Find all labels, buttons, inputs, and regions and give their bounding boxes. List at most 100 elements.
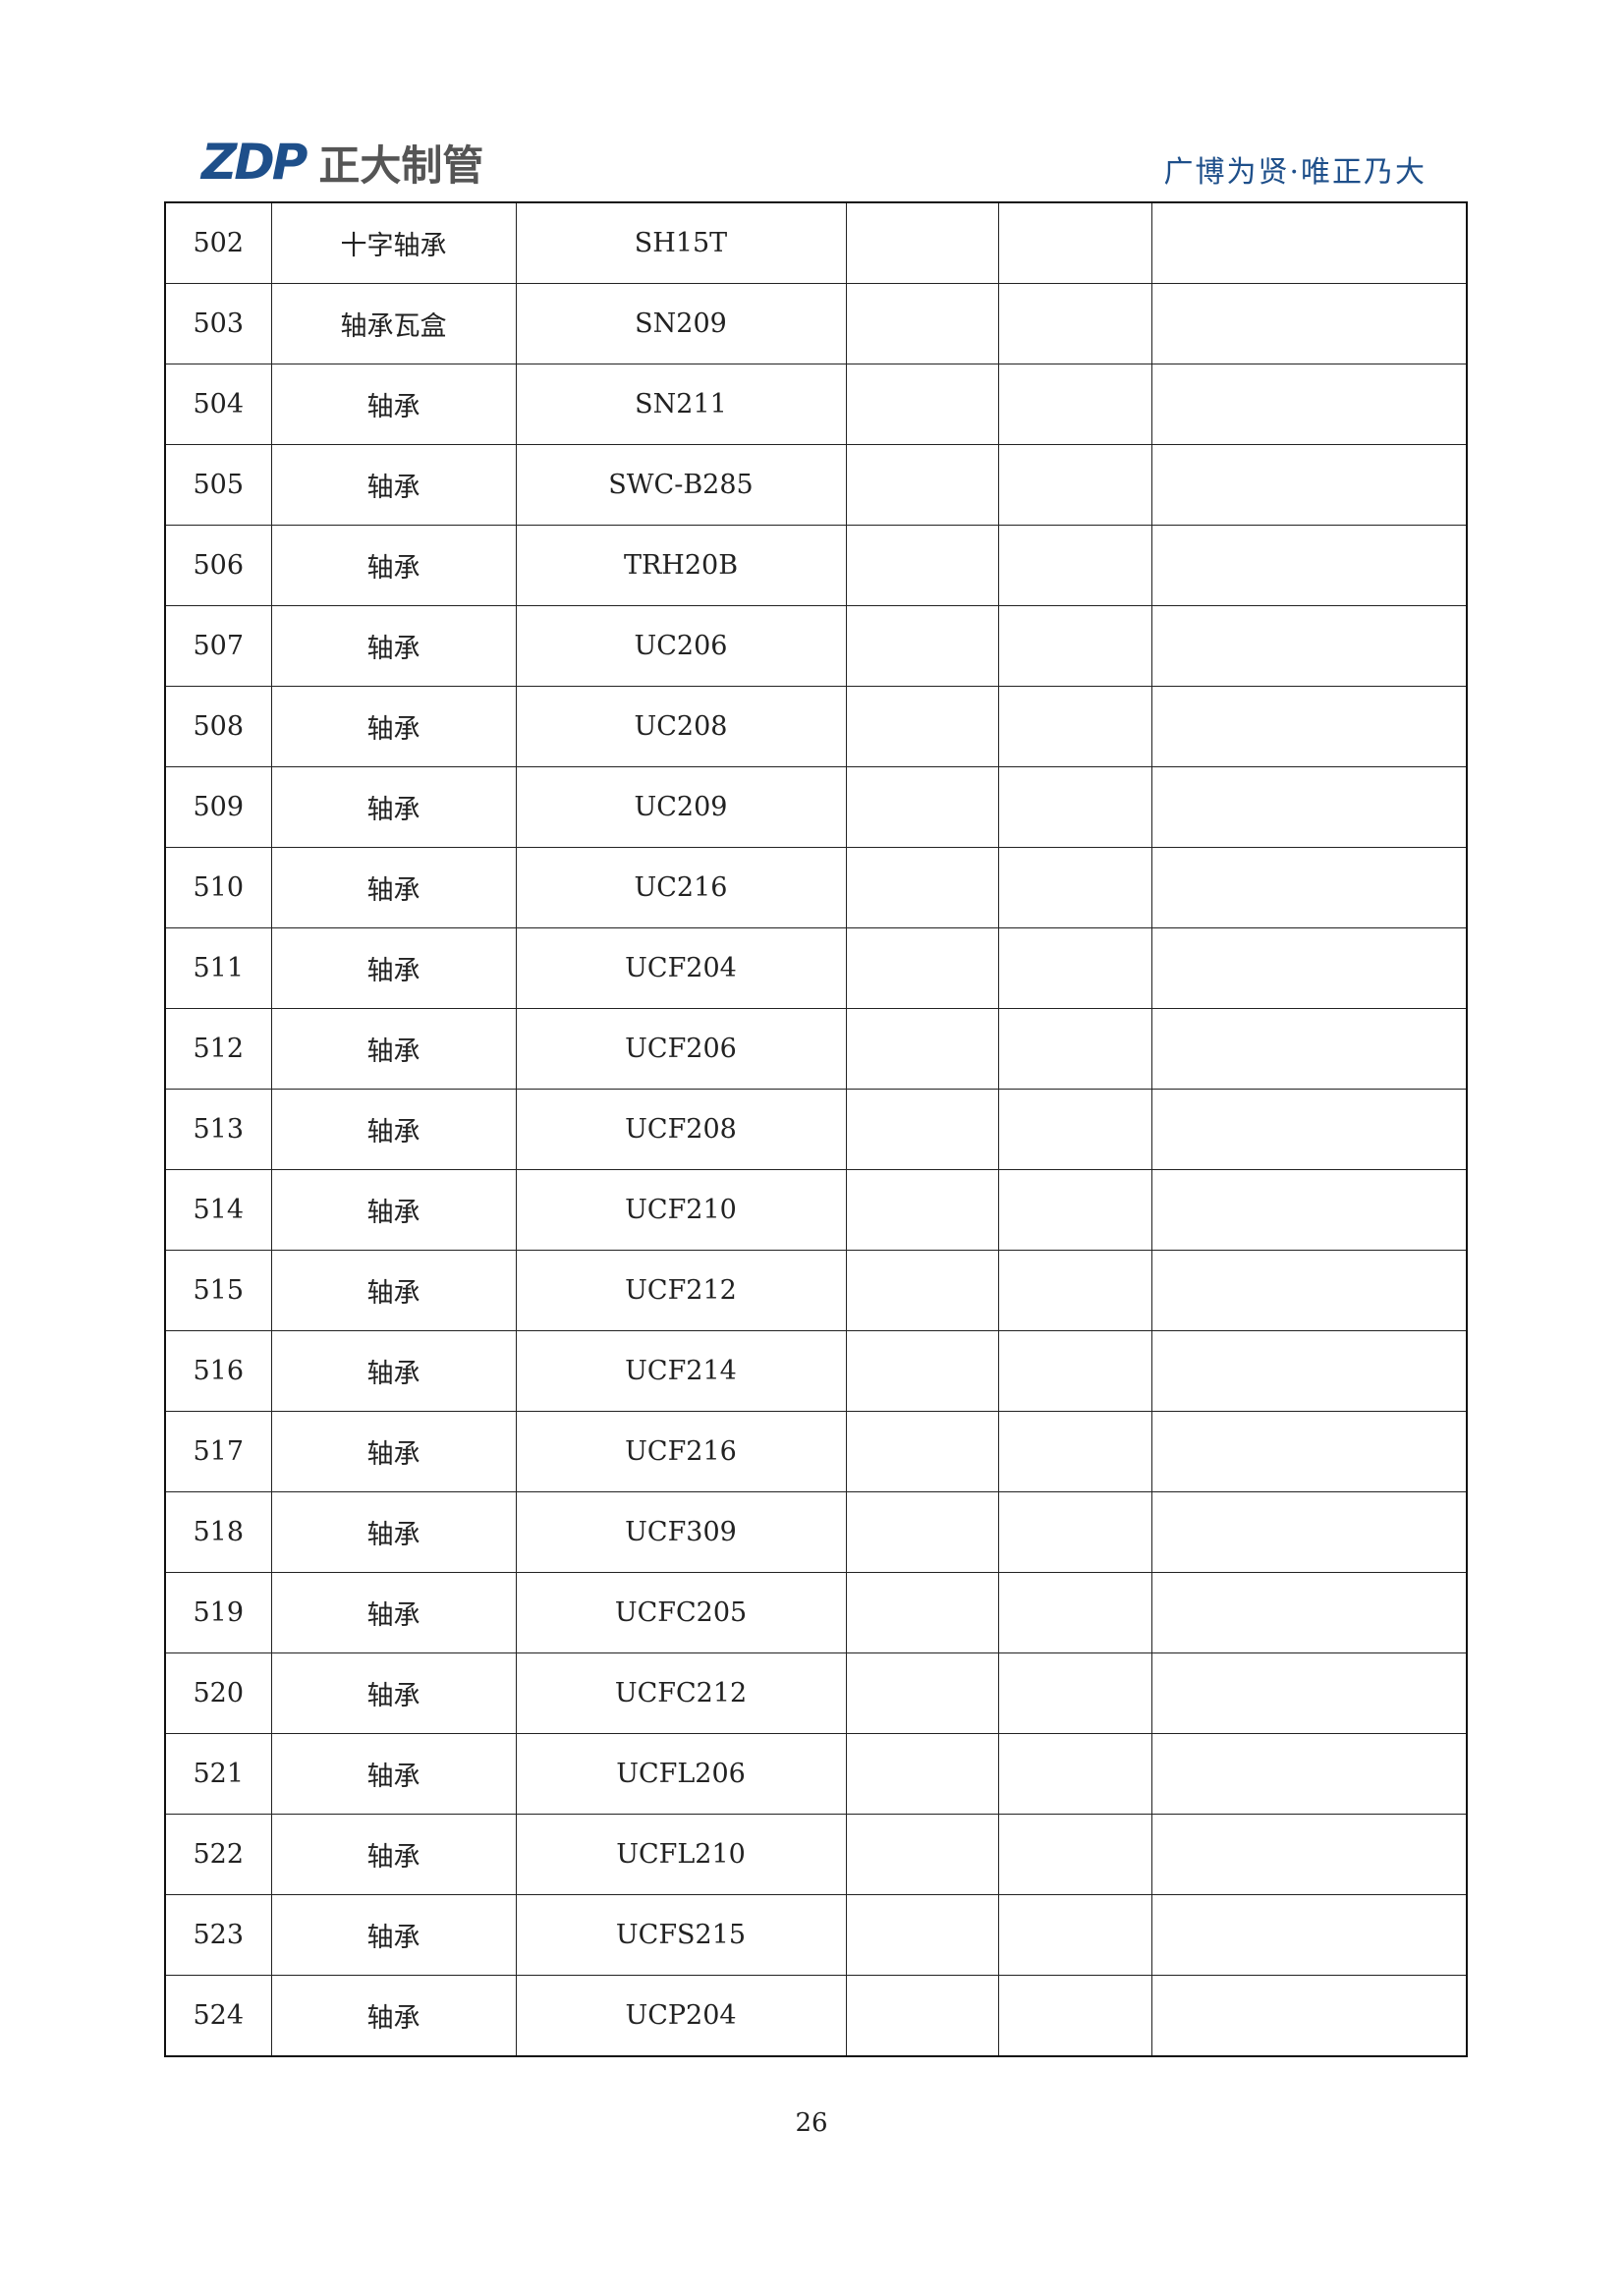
row-number: 514 bbox=[164, 1169, 272, 1251]
empty-cell bbox=[1150, 1330, 1468, 1412]
empty-cell bbox=[845, 1089, 999, 1170]
empty-cell bbox=[845, 283, 999, 364]
part-model: UC206 bbox=[515, 605, 847, 687]
table-row: 507 轴承 UC206 bbox=[164, 605, 1468, 687]
part-name: 轴承 bbox=[270, 1733, 517, 1815]
empty-cell bbox=[997, 605, 1152, 687]
part-name: 轴承 bbox=[270, 364, 517, 445]
empty-cell bbox=[845, 605, 999, 687]
empty-cell bbox=[845, 1572, 999, 1653]
part-name: 轴承 bbox=[270, 1169, 517, 1251]
table-row: 513 轴承 UCF208 bbox=[164, 1089, 1468, 1170]
empty-cell bbox=[997, 1894, 1152, 1976]
empty-cell bbox=[1150, 1975, 1468, 2057]
table-row: 518 轴承 UCF309 bbox=[164, 1491, 1468, 1573]
empty-cell bbox=[997, 1411, 1152, 1492]
part-model: SWC-B285 bbox=[515, 444, 847, 526]
part-name: 轴承 bbox=[270, 1089, 517, 1170]
empty-cell bbox=[997, 1008, 1152, 1090]
empty-cell bbox=[997, 364, 1152, 445]
empty-cell bbox=[1150, 605, 1468, 687]
table-row: 520 轴承 UCFC212 bbox=[164, 1652, 1468, 1734]
empty-cell bbox=[1150, 283, 1468, 364]
empty-cell bbox=[997, 1733, 1152, 1815]
part-name: 轴承 bbox=[270, 686, 517, 767]
table-row: 522 轴承 UCFL210 bbox=[164, 1814, 1468, 1895]
part-name: 轴承 bbox=[270, 1894, 517, 1976]
empty-cell bbox=[1150, 847, 1468, 928]
table-row: 502 十字轴承 SH15T bbox=[164, 201, 1468, 284]
empty-cell bbox=[1150, 1008, 1468, 1090]
row-number: 520 bbox=[164, 1652, 272, 1734]
empty-cell bbox=[997, 1975, 1152, 2057]
empty-cell bbox=[997, 1169, 1152, 1251]
row-number: 517 bbox=[164, 1411, 272, 1492]
part-model: UCF206 bbox=[515, 1008, 847, 1090]
part-name: 轴承 bbox=[270, 525, 517, 606]
part-name: 轴承 bbox=[270, 1330, 517, 1412]
row-number: 516 bbox=[164, 1330, 272, 1412]
part-name: 轴承 bbox=[270, 1652, 517, 1734]
part-name: 轴承 bbox=[270, 1975, 517, 2057]
part-model: SN209 bbox=[515, 283, 847, 364]
empty-cell bbox=[997, 1250, 1152, 1331]
empty-cell bbox=[845, 686, 999, 767]
row-number: 518 bbox=[164, 1491, 272, 1573]
empty-cell bbox=[845, 1330, 999, 1412]
part-name: 轴承 bbox=[270, 1814, 517, 1895]
part-name: 轴承 bbox=[270, 927, 517, 1009]
empty-cell bbox=[1150, 1894, 1468, 1976]
empty-cell bbox=[1150, 1169, 1468, 1251]
logo-text: 正大制管 bbox=[318, 140, 484, 190]
empty-cell bbox=[845, 201, 999, 284]
row-number: 522 bbox=[164, 1814, 272, 1895]
part-name: 十字轴承 bbox=[270, 201, 517, 284]
table-row: 505 轴承 SWC-B285 bbox=[164, 444, 1468, 526]
empty-cell bbox=[997, 1330, 1152, 1412]
table-row: 511 轴承 UCF204 bbox=[164, 927, 1468, 1009]
empty-cell bbox=[997, 1491, 1152, 1573]
part-model: SH15T bbox=[515, 201, 847, 284]
table-row: 504 轴承 SN211 bbox=[164, 364, 1468, 445]
row-number: 508 bbox=[164, 686, 272, 767]
empty-cell bbox=[997, 1089, 1152, 1170]
row-number: 502 bbox=[164, 201, 272, 284]
table-row: 509 轴承 UC209 bbox=[164, 766, 1468, 848]
row-number: 510 bbox=[164, 847, 272, 928]
part-model: UCFL206 bbox=[515, 1733, 847, 1815]
part-model: UCF216 bbox=[515, 1411, 847, 1492]
empty-cell bbox=[1150, 766, 1468, 848]
table-row: 514 轴承 UCF210 bbox=[164, 1169, 1468, 1251]
empty-cell bbox=[845, 364, 999, 445]
part-name: 轴承 bbox=[270, 1572, 517, 1653]
empty-cell bbox=[1150, 1089, 1468, 1170]
table-row: 503 轴承瓦盒 SN209 bbox=[164, 283, 1468, 364]
empty-cell bbox=[1150, 1814, 1468, 1895]
empty-cell bbox=[845, 847, 999, 928]
company-logo: ZDP 正大制管 bbox=[201, 134, 483, 191]
part-name: 轴承 bbox=[270, 605, 517, 687]
row-number: 507 bbox=[164, 605, 272, 687]
logo-mark: ZDP bbox=[201, 134, 308, 191]
empty-cell bbox=[997, 847, 1152, 928]
part-model: TRH20B bbox=[515, 525, 847, 606]
slogan: 广博为贤·唯正乃大 bbox=[1163, 155, 1427, 190]
row-number: 506 bbox=[164, 525, 272, 606]
part-model: UCF208 bbox=[515, 1089, 847, 1170]
part-model: UCF210 bbox=[515, 1169, 847, 1251]
part-model: UC208 bbox=[515, 686, 847, 767]
part-name: 轴承瓦盒 bbox=[270, 283, 517, 364]
empty-cell bbox=[845, 1975, 999, 2057]
row-number: 512 bbox=[164, 1008, 272, 1090]
empty-cell bbox=[997, 283, 1152, 364]
empty-cell bbox=[997, 444, 1152, 526]
empty-cell bbox=[845, 927, 999, 1009]
row-number: 505 bbox=[164, 444, 272, 526]
empty-cell bbox=[845, 1411, 999, 1492]
table-row: 506 轴承 TRH20B bbox=[164, 525, 1468, 606]
row-number: 523 bbox=[164, 1894, 272, 1976]
empty-cell bbox=[1150, 1572, 1468, 1653]
table-row: 521 轴承 UCFL206 bbox=[164, 1733, 1468, 1815]
empty-cell bbox=[1150, 525, 1468, 606]
empty-cell bbox=[997, 927, 1152, 1009]
